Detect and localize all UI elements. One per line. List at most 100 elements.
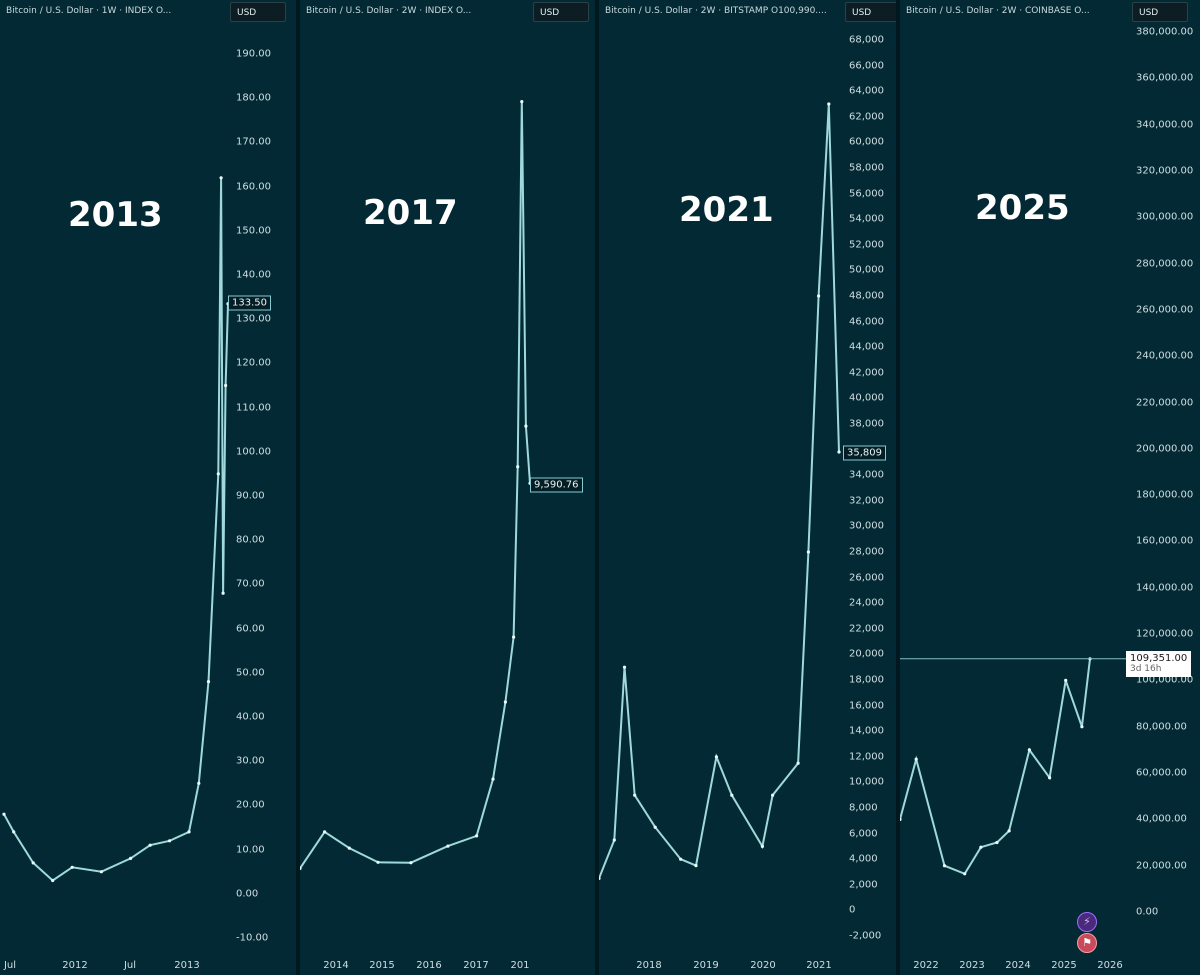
time-tick-label: 201 bbox=[510, 960, 530, 971]
symbol-header[interactable]: Bitcoin / U.S. Dollar · 1W · INDEX O... bbox=[6, 6, 172, 16]
price-point bbox=[963, 872, 967, 876]
price-tick-label: 100,000.00 bbox=[1136, 674, 1194, 686]
price-tick-label: 190.00 bbox=[236, 48, 271, 60]
panel-divider bbox=[595, 0, 599, 975]
chart-panel-2017: Bitcoin / U.S. Dollar · 2W · INDEX O... … bbox=[300, 0, 595, 975]
price-point bbox=[446, 844, 450, 848]
price-point bbox=[837, 450, 841, 454]
price-series-line bbox=[900, 658, 1091, 876]
price-point bbox=[12, 830, 16, 834]
price-point bbox=[31, 861, 35, 865]
time-tick-label: 2025 bbox=[1051, 960, 1077, 971]
price-point bbox=[219, 176, 223, 180]
price-tick-label: 220,000.00 bbox=[1136, 397, 1194, 409]
price-tick-label: 60,000 bbox=[849, 136, 884, 148]
price-series-line bbox=[3, 177, 229, 882]
price-point bbox=[376, 860, 380, 864]
price-tick-label: 180,000.00 bbox=[1136, 489, 1194, 501]
price-point bbox=[1007, 829, 1011, 833]
price-point bbox=[2, 812, 6, 816]
price-tick-label: 160,000.00 bbox=[1136, 535, 1194, 547]
time-tick-label: 2022 bbox=[913, 960, 939, 971]
price-plot[interactable] bbox=[0, 0, 296, 975]
price-tick-label: 100.00 bbox=[236, 446, 271, 458]
current-price-label: 35,809 bbox=[843, 445, 886, 461]
time-tick-label: 2020 bbox=[750, 960, 776, 971]
currency-label[interactable]: USD bbox=[533, 2, 589, 22]
flag-icon[interactable]: ⚑ bbox=[1077, 933, 1097, 953]
price-tick-label: 60,000.00 bbox=[1136, 767, 1187, 779]
chart-panel-2025: Bitcoin / U.S. Dollar · 2W · COINBASE O.… bbox=[900, 0, 1200, 975]
price-tick-label: 360,000.00 bbox=[1136, 72, 1194, 84]
price-tick-label: 140,000.00 bbox=[1136, 582, 1194, 594]
price-tick-label: 0.00 bbox=[1136, 906, 1159, 918]
current-price-label: 9,590.76 bbox=[530, 477, 583, 493]
lightning-icon[interactable]: ⚡ bbox=[1077, 912, 1097, 932]
price-point bbox=[771, 793, 775, 797]
price-point bbox=[622, 665, 627, 669]
price-point bbox=[197, 781, 201, 785]
price-point bbox=[323, 830, 327, 834]
price-tick-label: 60.00 bbox=[236, 623, 265, 635]
price-tick-label: 380,000.00 bbox=[1136, 26, 1194, 38]
price-tick-label: 28,000 bbox=[849, 546, 884, 558]
price-plot[interactable] bbox=[900, 0, 1200, 975]
price-tick-label: 90.00 bbox=[236, 490, 265, 502]
price-point bbox=[653, 825, 657, 829]
price-tick-label: 120,000.00 bbox=[1136, 628, 1194, 640]
price-tick-label: 20,000 bbox=[849, 648, 884, 660]
price-point bbox=[491, 777, 495, 781]
time-tick-label: Jul bbox=[3, 960, 17, 971]
price-point bbox=[900, 817, 902, 821]
symbol-header[interactable]: Bitcoin / U.S. Dollar · 2W · BITSTAMP O1… bbox=[605, 6, 827, 16]
currency-label[interactable]: USD bbox=[230, 2, 286, 22]
price-tick-label: 32,000 bbox=[849, 495, 884, 507]
price-plot[interactable] bbox=[599, 0, 896, 975]
price-point bbox=[633, 793, 637, 797]
price-tick-label: 6,000 bbox=[849, 828, 878, 840]
price-tick-label: 340,000.00 bbox=[1136, 119, 1194, 131]
price-tick-label: 14,000 bbox=[849, 725, 884, 737]
price-tick-label: -10.00 bbox=[236, 932, 269, 944]
cycle-year-label: 2025 bbox=[975, 188, 1070, 228]
current-price-label: 133.50 bbox=[228, 295, 271, 311]
cycle-year-label: 2021 bbox=[679, 190, 774, 230]
price-tick-label: 38,000 bbox=[849, 418, 884, 430]
price-tick-label: 80.00 bbox=[236, 534, 265, 546]
currency-label[interactable]: USD bbox=[845, 2, 896, 22]
price-tick-label: 150.00 bbox=[236, 225, 271, 237]
chart-panel-2013: Bitcoin / U.S. Dollar · 1W · INDEX O... … bbox=[0, 0, 296, 975]
time-tick-label: 2012 bbox=[62, 960, 88, 971]
price-tick-label: 40,000 bbox=[849, 392, 884, 404]
price-plot[interactable] bbox=[300, 0, 595, 975]
price-tick-label: 10.00 bbox=[236, 844, 265, 856]
price-tick-label: 50,000 bbox=[849, 264, 884, 276]
time-tick-label: 2016 bbox=[416, 960, 442, 971]
cycle-year-label: 2017 bbox=[363, 193, 458, 233]
price-tick-label: 48,000 bbox=[849, 290, 884, 302]
price-tick-label: 22,000 bbox=[849, 623, 884, 635]
currency-label[interactable]: USD bbox=[1132, 2, 1188, 22]
price-point bbox=[760, 844, 764, 849]
time-tick-label: 2019 bbox=[693, 960, 719, 971]
price-point bbox=[599, 876, 601, 880]
price-point bbox=[206, 680, 211, 684]
price-tick-label: 62,000 bbox=[849, 111, 884, 123]
time-tick-label: 2013 bbox=[174, 960, 200, 971]
price-tick-label: 110.00 bbox=[236, 402, 271, 414]
price-point bbox=[70, 865, 74, 869]
price-tick-label: 40.00 bbox=[236, 711, 265, 723]
price-point bbox=[51, 878, 55, 883]
price-tick-label: 56,000 bbox=[849, 188, 884, 200]
price-tick-label: 18,000 bbox=[849, 674, 884, 686]
symbol-header[interactable]: Bitcoin / U.S. Dollar · 2W · INDEX O... bbox=[306, 6, 472, 16]
symbol-header[interactable]: Bitcoin / U.S. Dollar · 2W · COINBASE O.… bbox=[906, 6, 1090, 16]
bar-countdown: 3d 16h bbox=[1130, 664, 1162, 674]
price-point bbox=[679, 857, 683, 861]
price-tick-label: 58,000 bbox=[849, 162, 884, 174]
price-point bbox=[129, 856, 133, 861]
price-point bbox=[914, 757, 918, 761]
price-point bbox=[224, 383, 228, 388]
price-tick-label: 200,000.00 bbox=[1136, 443, 1194, 455]
price-tick-label: 24,000 bbox=[849, 597, 884, 609]
